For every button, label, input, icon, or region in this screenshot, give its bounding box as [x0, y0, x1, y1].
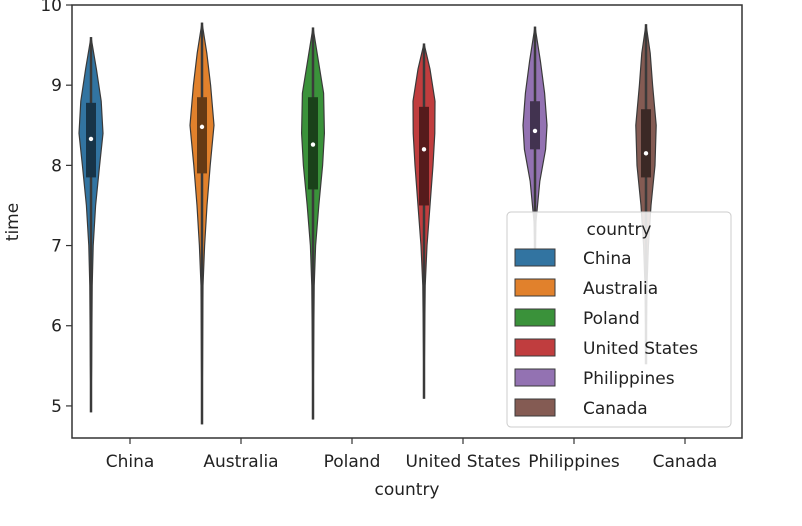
violin-philippines: [522, 26, 548, 254]
y-tick-label: 10: [40, 0, 62, 16]
y-tick-label: 5: [51, 397, 62, 417]
legend-entry-label: Philippines: [583, 369, 675, 389]
violin-median: [643, 151, 649, 156]
y-tick-label: 8: [51, 156, 62, 176]
violin-median: [421, 147, 427, 152]
violin-china: [78, 37, 104, 413]
violins-group: [78, 22, 657, 425]
violin-poland: [300, 27, 326, 420]
legend-swatch: [514, 368, 556, 387]
x-tick-label: United States: [405, 452, 520, 472]
legend: country China Australia Poland United State…: [506, 211, 732, 428]
y-axis: 5 6 7 8 9 10: [40, 0, 72, 417]
legend-entry-label: Canada: [583, 399, 648, 419]
x-tick-label: Canada: [653, 452, 718, 472]
legend-swatch: [514, 308, 556, 327]
violin-median: [310, 142, 316, 147]
violin-median: [88, 136, 94, 142]
legend-entry-label: Poland: [583, 309, 640, 329]
legend-swatch: [514, 398, 556, 417]
violin-iqr-box: [197, 97, 207, 174]
legend-entry-label: United States: [583, 339, 698, 359]
violin-australia: [189, 22, 215, 425]
x-tick-label: Philippines: [528, 452, 620, 472]
x-axis: China Australia Poland United States Philipp…: [106, 438, 718, 472]
y-tick-label: 6: [51, 317, 62, 337]
plot-frame: [71, 4, 743, 439]
x-tick-label: Australia: [203, 452, 278, 472]
x-tick-label: Poland: [324, 452, 381, 472]
y-axis-label: time: [3, 203, 23, 241]
violin-iqr-box: [419, 106, 429, 206]
x-tick-label: China: [106, 452, 155, 472]
y-tick-label: 9: [51, 76, 62, 96]
legend-title: country: [586, 220, 651, 240]
legend-entry-label: Australia: [583, 279, 658, 299]
legend-swatch: [514, 248, 556, 267]
legend-swatch: [514, 338, 556, 357]
violin-united-states: [412, 43, 436, 399]
x-axis-label: country: [374, 480, 439, 500]
violin-median: [199, 124, 205, 130]
y-tick-label: 7: [51, 237, 62, 257]
violin-iqr-box: [530, 101, 540, 150]
violin-iqr-box: [641, 109, 651, 178]
legend-swatch: [514, 278, 556, 297]
legend-box: [506, 211, 732, 428]
legend-entry-label: China: [583, 249, 632, 269]
violin-median: [532, 128, 538, 134]
legend-entries: China Australia Poland United States Philipp…: [514, 248, 698, 419]
